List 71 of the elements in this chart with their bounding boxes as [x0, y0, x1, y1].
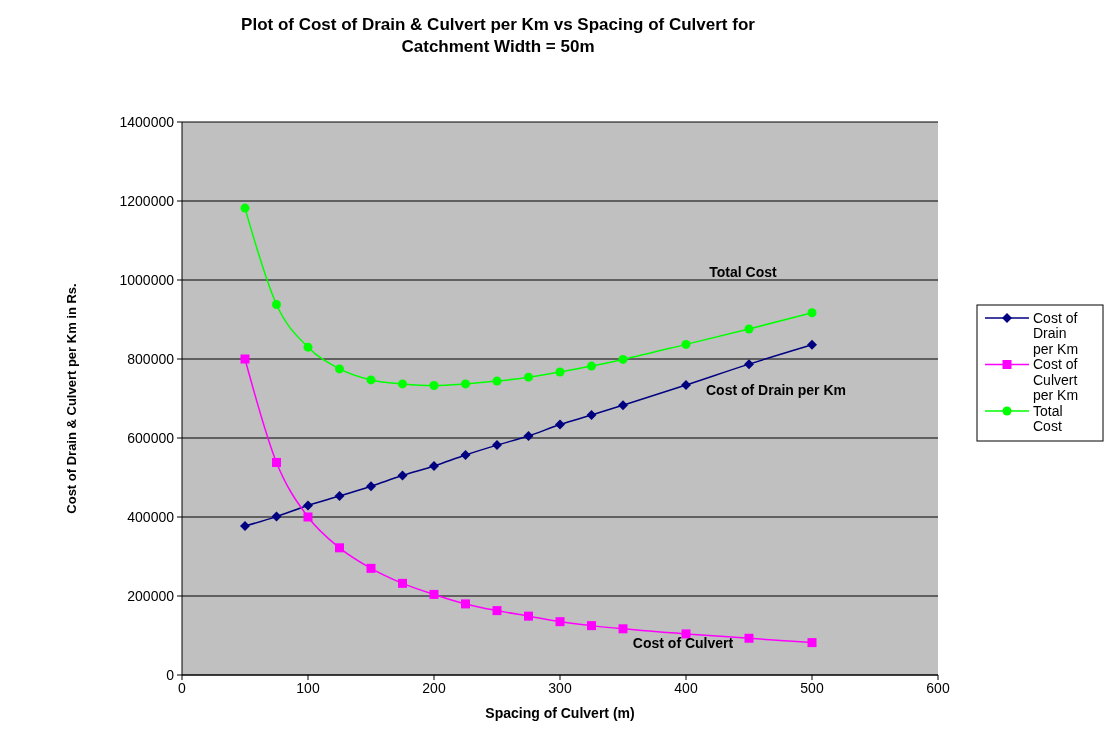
y-tick-label: 0 — [166, 666, 175, 683]
point — [807, 308, 817, 318]
point — [681, 380, 691, 391]
y-tick-label: 200000 — [127, 587, 175, 604]
point — [335, 543, 344, 553]
point — [587, 361, 596, 371]
point — [398, 578, 407, 588]
point — [807, 638, 817, 648]
point — [492, 440, 502, 451]
point — [555, 367, 565, 377]
legend-label: Cost of Drain per Km — [1033, 309, 1079, 357]
point — [492, 376, 502, 386]
legend-label: Total Cost — [1033, 402, 1063, 435]
point — [524, 611, 533, 621]
point — [366, 563, 376, 573]
point — [618, 400, 628, 411]
point — [429, 589, 439, 599]
y-tick-label: 600000 — [127, 429, 175, 446]
point — [240, 354, 250, 364]
point — [272, 457, 281, 467]
x-tick-label: 200 — [422, 680, 446, 696]
annotation: Total Cost — [709, 263, 778, 280]
y-tick-label: 1200000 — [119, 192, 175, 209]
point — [681, 339, 691, 349]
point — [335, 364, 344, 374]
point — [461, 599, 470, 609]
point — [240, 203, 250, 213]
annotation: Cost of Drain per Km — [705, 381, 847, 398]
point — [303, 500, 313, 511]
point — [618, 624, 628, 634]
x-tick-label: 600 — [926, 680, 950, 696]
point — [271, 511, 282, 522]
point — [524, 372, 533, 382]
point — [461, 379, 470, 389]
y-axis-title: Cost of Drain & Culvert per Km in Rs. — [64, 283, 79, 514]
legend-label: Cost of Culvert per Km — [1033, 356, 1079, 404]
annotation: Cost of Culvert — [632, 634, 734, 651]
y-tick-label: 1000000 — [119, 271, 175, 288]
point — [555, 419, 565, 430]
point — [492, 606, 502, 616]
point — [460, 449, 471, 460]
point — [744, 324, 754, 334]
point — [366, 481, 376, 492]
point — [397, 470, 408, 481]
x-tick-label: 300 — [548, 680, 572, 696]
point — [240, 521, 250, 532]
y-tick-label: 1400000 — [119, 113, 175, 130]
chart-title: Plot of Cost of Drain & Culvert per Km vs Spacing of Culvert for Catchment Width = 50m — [241, 15, 756, 56]
point — [398, 379, 407, 389]
point — [744, 359, 754, 370]
point — [303, 512, 313, 522]
point — [618, 354, 628, 364]
point — [523, 431, 534, 442]
x-tick-label: 500 — [800, 680, 824, 696]
x-axis-title: Spacing of Culvert (m) — [485, 705, 635, 721]
point — [334, 491, 345, 502]
point — [429, 380, 439, 390]
point — [744, 633, 754, 643]
point — [366, 375, 376, 385]
point — [807, 339, 817, 350]
y-tick-label: 800000 — [127, 350, 175, 367]
x-tick-label: 0 — [178, 680, 187, 696]
x-tick-label: 400 — [674, 680, 698, 696]
y-tick-label: 400000 — [127, 508, 175, 525]
point — [587, 621, 596, 631]
point — [555, 617, 565, 627]
point — [272, 299, 281, 309]
x-tick-label: 100 — [296, 680, 320, 696]
point — [303, 342, 313, 352]
point — [429, 461, 439, 472]
point — [586, 410, 597, 421]
